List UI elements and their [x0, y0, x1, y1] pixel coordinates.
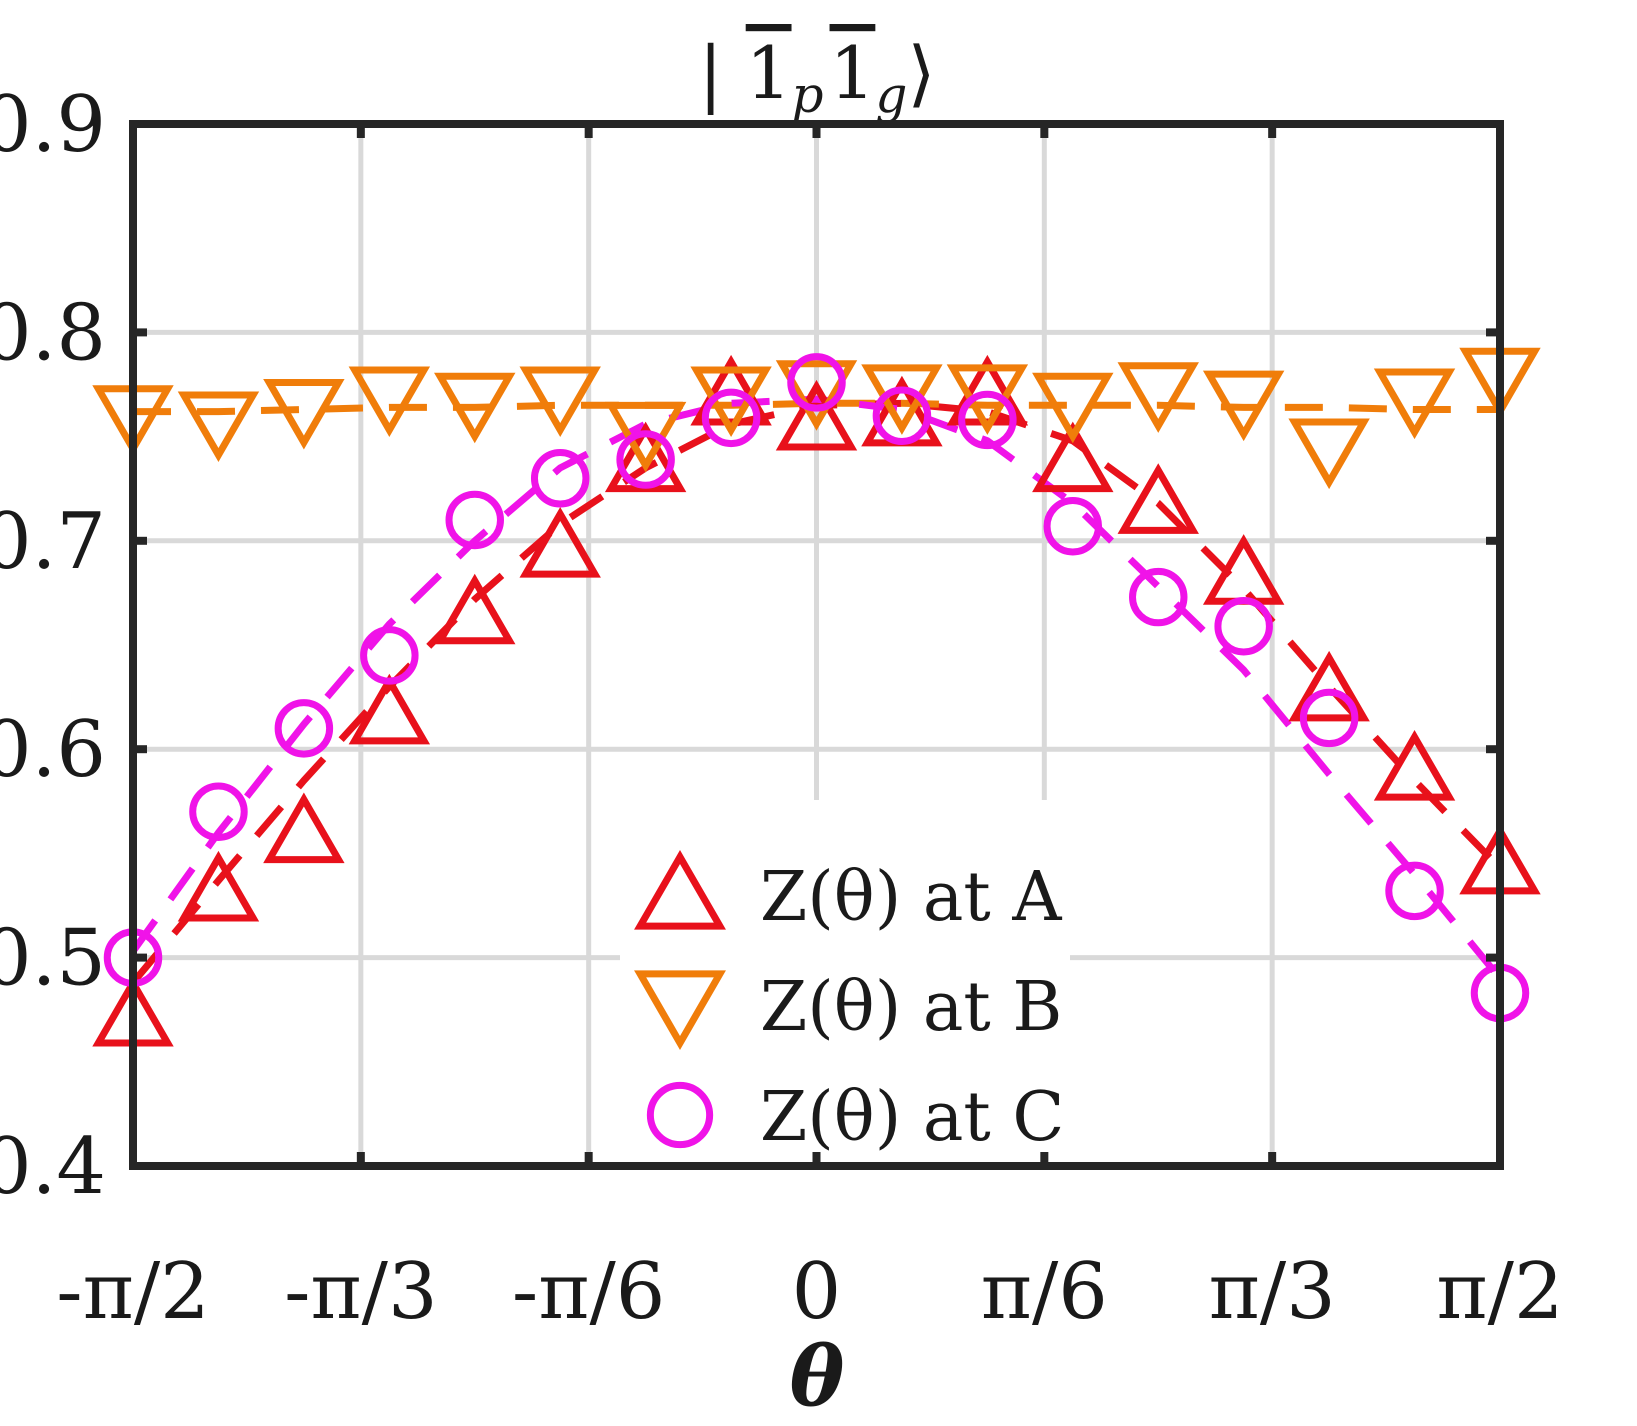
- x-tick-label: π/3: [1209, 1247, 1336, 1337]
- legend-label-series-2: Z(θ) at B: [760, 968, 1062, 1047]
- data-point-series-1: [690, 354, 772, 426]
- data-point-series-3: [1214, 597, 1273, 656]
- data-point-series-1: [177, 850, 260, 922]
- data-point-series-2: [604, 401, 687, 473]
- data-point-series-3: [616, 430, 675, 489]
- data-point-series-2: [1373, 368, 1456, 440]
- legend-box: [620, 800, 1070, 1155]
- data-point-series-1: [1032, 421, 1114, 493]
- y-tick-label: 0.9: [0, 80, 106, 170]
- data-point-series-3: [1299, 688, 1359, 748]
- x-tick-label: π/6: [981, 1247, 1108, 1337]
- data-point-series-2: [1202, 370, 1285, 442]
- x-tick-label: -π/6: [512, 1247, 666, 1337]
- data-point-series-2: [519, 366, 601, 438]
- data-point-series-3: [360, 626, 419, 685]
- data-point-series-3: [1385, 861, 1444, 921]
- x-tick-label: 0: [792, 1247, 842, 1337]
- data-point-series-3: [958, 390, 1017, 450]
- x-axis-label: θ: [790, 1329, 845, 1425]
- title-subscript-1: p: [792, 66, 824, 124]
- legend-label-series-3: Z(θ) at C: [760, 1078, 1064, 1157]
- legend-label-series-1: Z(θ) at A: [760, 858, 1062, 937]
- data-point-series-1: [434, 573, 516, 645]
- legend-marker-series-3: [646, 1081, 714, 1149]
- x-tick-label: π/2: [1436, 1247, 1563, 1337]
- legend-marker-series-2: [634, 970, 726, 1051]
- x-tick-label: -π/3: [284, 1247, 438, 1337]
- data-point-series-2: [1032, 372, 1114, 444]
- legend-marker-series-1: [634, 849, 726, 930]
- markers: [92, 347, 1541, 1047]
- data-point-series-3: [445, 490, 504, 550]
- data-point-series-1: [1288, 650, 1370, 722]
- data-point-series-3: [872, 386, 932, 446]
- data-point-series-3: [274, 699, 334, 758]
- y-tick-label: 0.6: [0, 705, 106, 795]
- data-point-series-2: [1288, 418, 1370, 490]
- data-point-series-2: [775, 360, 858, 431]
- y-tick-label: 0.8: [0, 288, 106, 378]
- data-point-series-3: [530, 449, 590, 508]
- data-point-series-2: [1117, 362, 1199, 433]
- legend: Z(θ) at A Z(θ) at B Z(θ) at C: [634, 849, 1064, 1157]
- data-point-series-2: [348, 366, 431, 438]
- title-subscript-2: g: [875, 66, 907, 124]
- x-tick-label: -π/2: [56, 1247, 210, 1337]
- data-point-series-3: [787, 353, 846, 412]
- y-tick-label: 0.4: [0, 1122, 106, 1212]
- legend-background-layer: [620, 800, 1070, 1155]
- fit-line-series-2: [133, 399, 1500, 416]
- data-point-series-2: [177, 391, 260, 463]
- y-tick-label: 0.5: [0, 914, 106, 1004]
- tick-labels: -π/2 -π/3 -π/6 0 π/6 π/3 π/2 0.4 0.5 0.6 0.7 0.8 0.9: [0, 80, 1564, 1337]
- y-tick-label: 0.7: [0, 497, 106, 587]
- data-point-series-1: [775, 379, 858, 451]
- title-symbol-1: 1: [746, 31, 792, 115]
- data-point-series-3: [189, 782, 248, 841]
- data-point-series-1: [263, 792, 345, 864]
- title-symbol-2: 1: [830, 31, 876, 115]
- chart-title: | 1p1g⟩: [699, 31, 936, 124]
- title-prefix: |: [699, 31, 746, 115]
- axes-frame: [129, 120, 1504, 1170]
- data-point-series-1: [348, 673, 431, 745]
- data-point-series-3: [1043, 496, 1103, 556]
- data-point-series-1: [1373, 730, 1456, 801]
- data-point-series-1: [519, 507, 601, 578]
- fit-line-series-3: [130, 395, 1503, 981]
- data-point-series-2: [263, 378, 345, 450]
- title-suffix: ⟩: [907, 31, 935, 115]
- data-point-series-3: [1129, 567, 1188, 627]
- data-point-series-2: [434, 372, 516, 444]
- data-point-series-1: [1117, 463, 1199, 534]
- data-point-series-3: [701, 388, 761, 448]
